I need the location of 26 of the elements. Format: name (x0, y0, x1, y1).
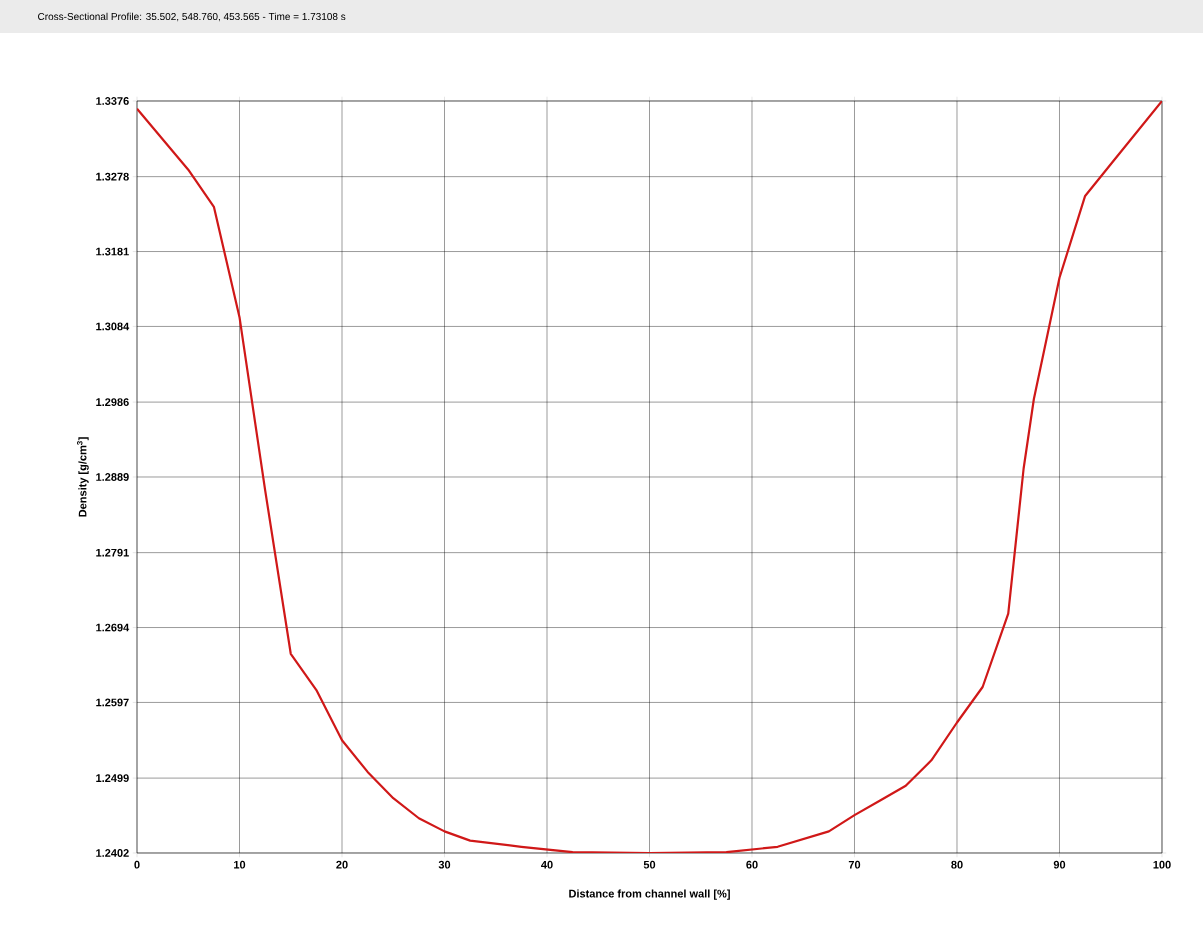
x-tick-label: 90 (1053, 860, 1066, 869)
x-tick-label: 80 (951, 860, 963, 869)
x-tick-label: 100 (1153, 860, 1171, 869)
x-tick-label: 30 (438, 860, 451, 869)
y-tick-label: 1.3278 (96, 172, 129, 181)
x-tick-label: 10 (234, 860, 246, 869)
x-axis-title: Distance from channel wall [%] (569, 889, 730, 900)
line-series (137, 100, 1162, 853)
x-tick-label: 20 (336, 860, 348, 869)
chart-title: Cross-Sectional Profile: 35.502, 548.760, 453.565 - Time = 1.73108 s (38, 12, 346, 22)
y-axis-title: Density [g/cm$^{3}$] (77, 437, 89, 517)
x-tick-label: 70 (848, 860, 861, 869)
y-tick-label: 1.2791 (96, 548, 129, 557)
y-tick-label: 1.2986 (96, 398, 129, 406)
y-tick-label: 1.2402 (96, 849, 129, 857)
x-tick-label: 60 (746, 860, 758, 869)
x-tick-label: 50 (643, 860, 656, 869)
y-tick-label: 1.3084 (96, 322, 130, 331)
y-tick-label: 1.3181 (96, 247, 129, 256)
y-tick-label: 1.3376 (96, 97, 129, 105)
x-tick-label: 40 (541, 860, 553, 869)
y-tick-label: 1.2499 (96, 774, 129, 782)
y-tick-label: 1.2694 (96, 623, 130, 632)
y-tick-label: 1.2597 (96, 698, 129, 707)
y-tick-label: 1.2889 (96, 473, 129, 481)
x-tick-label: 0 (134, 860, 140, 869)
